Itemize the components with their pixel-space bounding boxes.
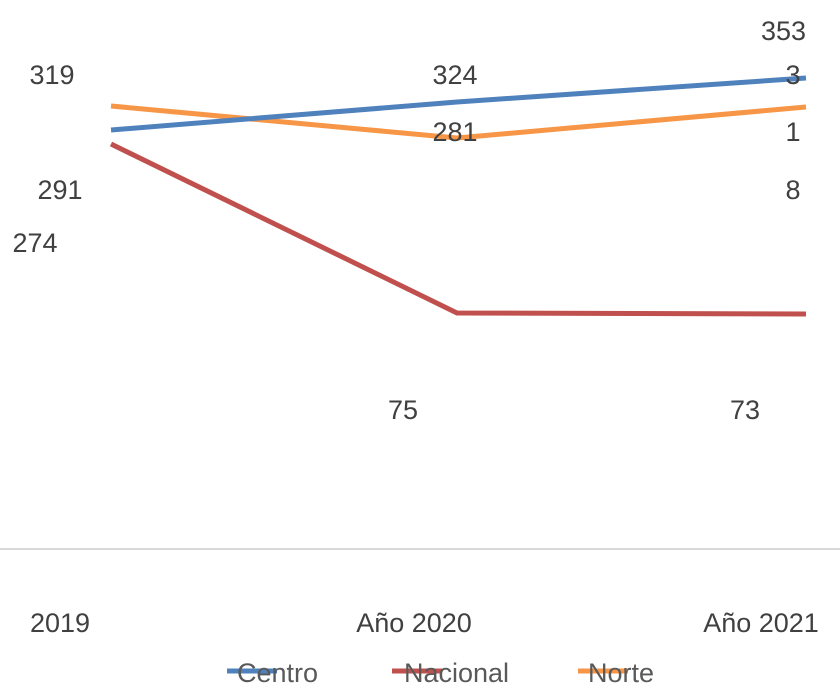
series-line-norte <box>110 103 807 141</box>
series-line-centro <box>110 75 807 133</box>
data-label: 1 <box>785 117 800 147</box>
legend-item-centro: Centro <box>227 658 318 688</box>
x-tick-label: Año 2020 <box>356 608 472 638</box>
data-label: 281 <box>432 117 477 147</box>
series-layer <box>109 75 807 317</box>
legend: Centro Nacional Norte <box>227 658 654 688</box>
data-label: 324 <box>432 60 477 90</box>
series-line-nacional <box>109 141 807 317</box>
x-tick-label: 2019 <box>30 608 90 638</box>
legend-label: Norte <box>588 658 654 688</box>
data-label: 8 <box>785 175 800 205</box>
data-label: 73 <box>730 395 760 425</box>
legend-item-nacional: Nacional <box>392 658 509 688</box>
data-label: 3 <box>785 60 800 90</box>
x-tick-label: Año 2021 <box>703 608 819 638</box>
data-label: 75 <box>388 395 418 425</box>
legend-label: Nacional <box>404 658 509 688</box>
data-label: 274 <box>12 228 57 258</box>
legend-label: Centro <box>237 658 318 688</box>
data-label: 319 <box>29 60 74 90</box>
data-label-layer: 291 324 353 3 274 75 73 319 281 1 8 <box>12 16 806 425</box>
legend-item-norte: Norte <box>578 658 654 688</box>
data-label: 291 <box>37 175 82 205</box>
data-label: 353 <box>761 16 806 46</box>
